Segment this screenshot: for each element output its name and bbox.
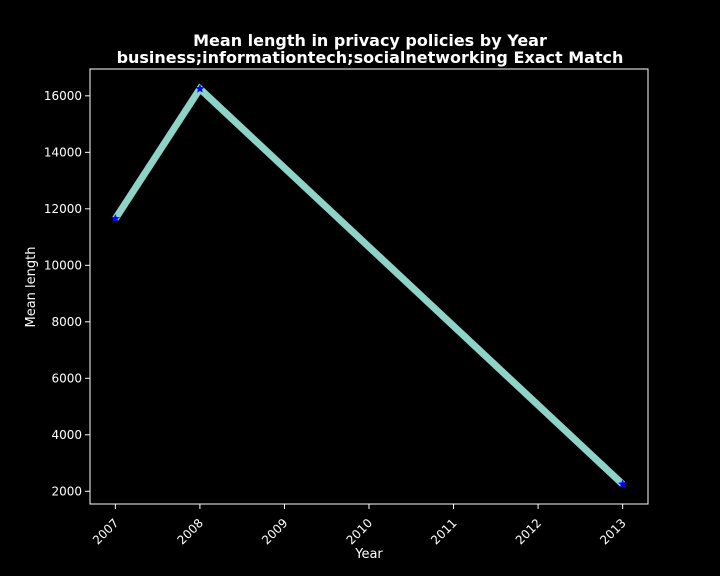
x-tick-label: 2012 [513,516,544,547]
y-axis-label: Mean length [24,247,39,328]
x-tick-label: 2008 [175,516,206,547]
data-point-marker [617,479,628,489]
y-tick-label: 8000 [51,315,82,329]
plot-area-frame [89,68,649,505]
x-tick-label: 2013 [597,516,628,547]
data-point-marker [110,213,121,223]
series-line [112,83,626,487]
x-tick-label: 2010 [344,516,375,547]
y-axis-ticks: 2000 4000 6000 8000 10000 12000 14000 16000 [44,89,90,498]
data-point-marker [195,83,205,93]
y-tick-label: 6000 [51,371,82,385]
y-tick-label: 16000 [44,89,82,103]
y-tick-label: 14000 [44,145,82,159]
y-tick-label: 12000 [44,202,82,216]
series-layer [110,83,628,489]
y-tick-label: 4000 [51,428,82,442]
y-tick-label: 10000 [44,258,82,272]
chart-title: Mean length in privacy policies by Year [193,31,547,50]
x-tick-label: 2011 [428,516,459,547]
x-tick-label: 2009 [259,516,290,547]
x-tick-label: 2007 [90,516,121,547]
chart-subtitle: business;informationtech;socialnetworkin… [117,48,624,67]
y-tick-label: 2000 [51,484,82,498]
x-axis-label: Year [354,547,383,562]
x-axis-ticks: 2007 2008 2009 2010 2011 2012 2013 [90,504,629,547]
